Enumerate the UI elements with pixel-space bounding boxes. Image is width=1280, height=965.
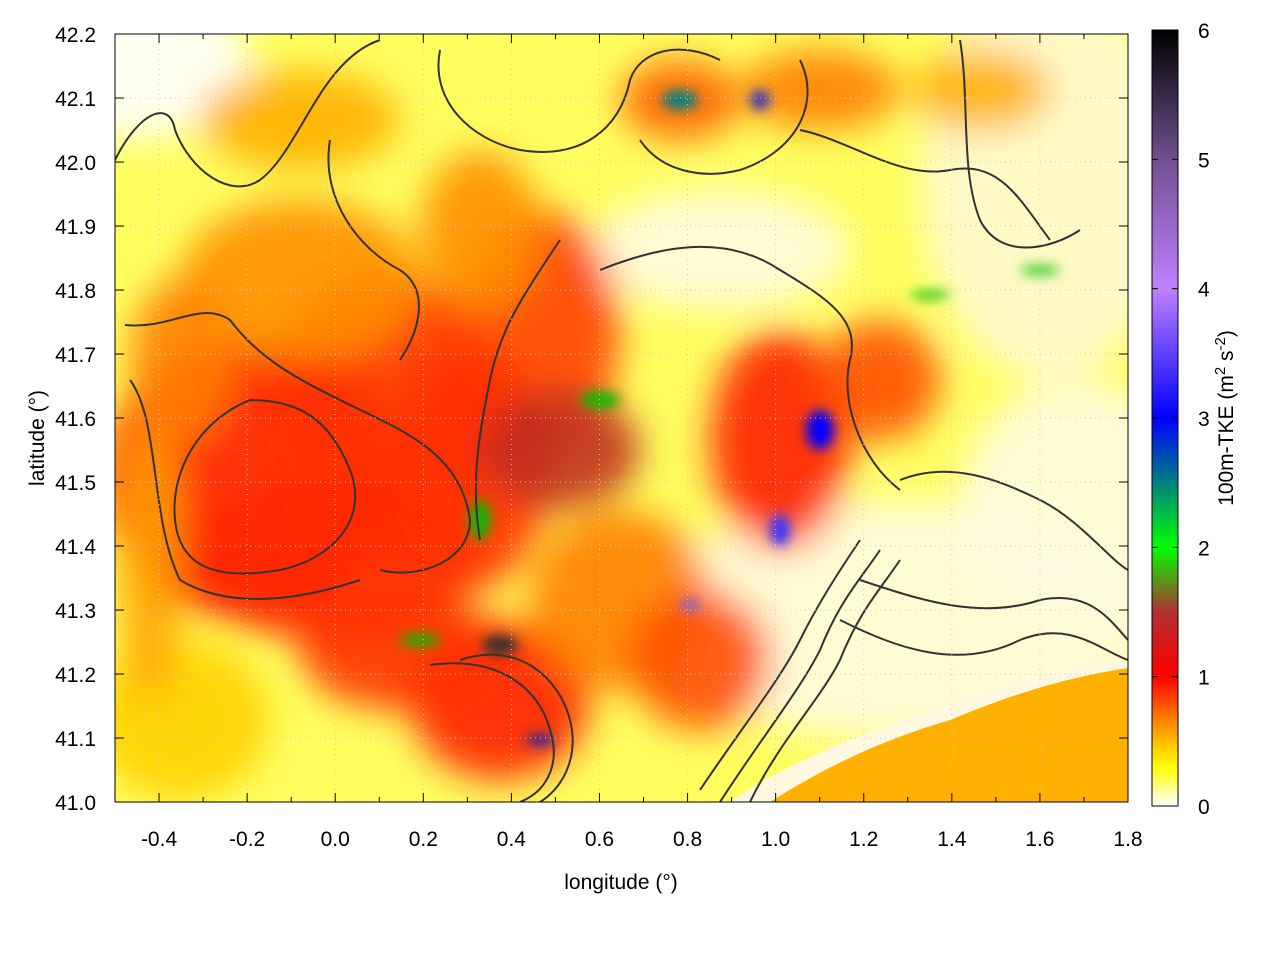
y-tick-label: 41.1: [55, 728, 96, 751]
x-tick-label: 0.0: [321, 828, 350, 851]
y-tick-label: 41.4: [55, 536, 96, 559]
x-tick-label: 1.4: [937, 828, 967, 851]
x-tick-label: 1.8: [1113, 828, 1142, 851]
x-tick-label: -0.4: [141, 828, 178, 851]
colorbar-label: 100m-TKE (m2 s-2): [1212, 330, 1238, 506]
colorbar-tick-label: 4: [1198, 279, 1210, 302]
y-tick-label: 41.5: [55, 472, 96, 495]
y-tick-label: 41.6: [55, 408, 96, 431]
y-axis: 41.0 41.1 41.2 41.3 41.4 41.5 41.6 41.7 41.8 41.9…: [55, 24, 1128, 815]
colorbar-tick-label: 6: [1198, 20, 1210, 43]
x-tick-label: 1.6: [1025, 828, 1054, 851]
y-tick-label: 41.0: [55, 792, 96, 815]
terrain-contours: [115, 39, 1128, 802]
colorbar-tick-label: 0: [1198, 796, 1210, 819]
x-tick-label: 0.2: [409, 828, 438, 851]
colorbar-tick-label: 5: [1198, 149, 1210, 172]
y-tick-label: 42.2: [55, 24, 96, 47]
colorbar-tick-label: 2: [1198, 537, 1210, 560]
heatmap-field: [115, 34, 1128, 802]
y-tick-label: 41.8: [55, 280, 96, 303]
colorbar-ticks: 0 1 2 3 4 5 6: [1152, 20, 1210, 819]
x-tick-label: 0.4: [497, 828, 527, 851]
y-tick-label: 41.2: [55, 664, 96, 687]
x-axis: -0.4 -0.2 0.0 0.2 0.4 0.6 0.8 1.0 1.2 1.4 1.6 1.8: [114, 34, 1143, 851]
x-axis-label: longitude (°): [564, 871, 677, 894]
y-tick-label: 41.9: [55, 216, 96, 239]
x-tick-label: 1.0: [761, 828, 790, 851]
colorbar-tick-label: 1: [1198, 667, 1210, 690]
y-axis-label: latitude (°): [26, 390, 49, 486]
y-tick-label: 42.1: [55, 88, 96, 111]
grid: [115, 33, 1129, 803]
x-tick-label: 1.2: [849, 828, 878, 851]
x-tick-label: 0.6: [585, 828, 614, 851]
x-tick-label: -0.2: [229, 828, 265, 851]
y-tick-label: 41.7: [55, 344, 96, 367]
x-tick-label: 0.8: [673, 828, 702, 851]
colorbar-tick-label: 3: [1198, 408, 1210, 431]
y-tick-label: 41.3: [55, 600, 96, 623]
y-tick-label: 42.0: [55, 152, 96, 175]
